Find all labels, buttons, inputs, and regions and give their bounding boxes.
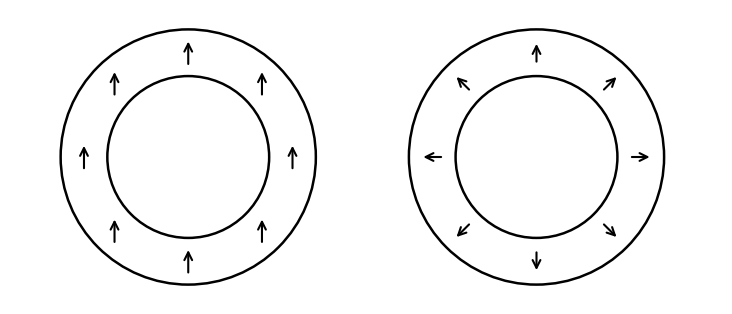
Circle shape: [409, 30, 664, 284]
Circle shape: [108, 76, 269, 238]
Circle shape: [61, 30, 315, 284]
Circle shape: [455, 76, 617, 238]
